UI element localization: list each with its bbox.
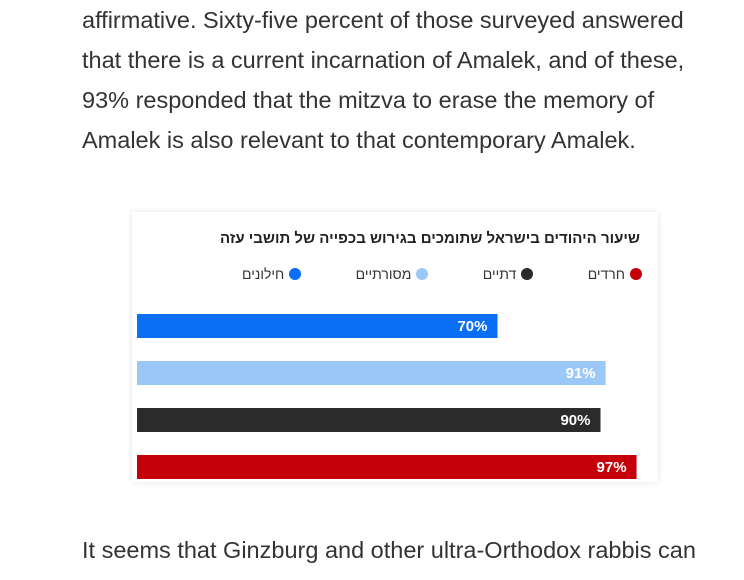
legend-label: דתיים: [482, 266, 517, 282]
article-paragraph-top: affirmative. Sixty-five percent of those…: [82, 7, 685, 153]
chart-title: שיעור היהודים בישראל שתומכים בגירוש בכפי…: [220, 230, 640, 247]
chart-card: שיעור היהודים בישראל שתומכים בגירוש בכפי…: [132, 212, 658, 482]
legend-swatch: [416, 268, 429, 280]
legend-item: חילונים: [242, 266, 302, 282]
bar-chart: 70% 91% 90% 97%: [137, 314, 637, 479]
chart-legend: חילונים מסורתיים דתיים חרדים: [242, 266, 642, 282]
legend-item: חרדים: [588, 266, 642, 282]
bar-value-label: 70%: [457, 318, 487, 335]
bar-value-label: 91%: [566, 365, 596, 382]
bar-value-label: 90%: [560, 412, 590, 429]
legend-swatch: [630, 268, 642, 280]
bar: [137, 361, 606, 385]
bar-value-label: 97%: [597, 459, 627, 476]
legend-item: דתיים: [483, 266, 534, 282]
bar: [137, 408, 601, 432]
article-paragraph-bottom: It seems that Ginzburg and other ultra-O…: [82, 537, 696, 563]
legend-item: מסורתיים: [356, 266, 429, 282]
legend-label: מסורתיים: [355, 266, 412, 282]
legend-swatch: [521, 268, 534, 280]
legend-swatch: [289, 268, 302, 280]
bar: [137, 314, 498, 338]
legend-label: חילונים: [242, 266, 285, 282]
legend-label: חרדים: [587, 266, 625, 282]
bar: [137, 455, 637, 479]
